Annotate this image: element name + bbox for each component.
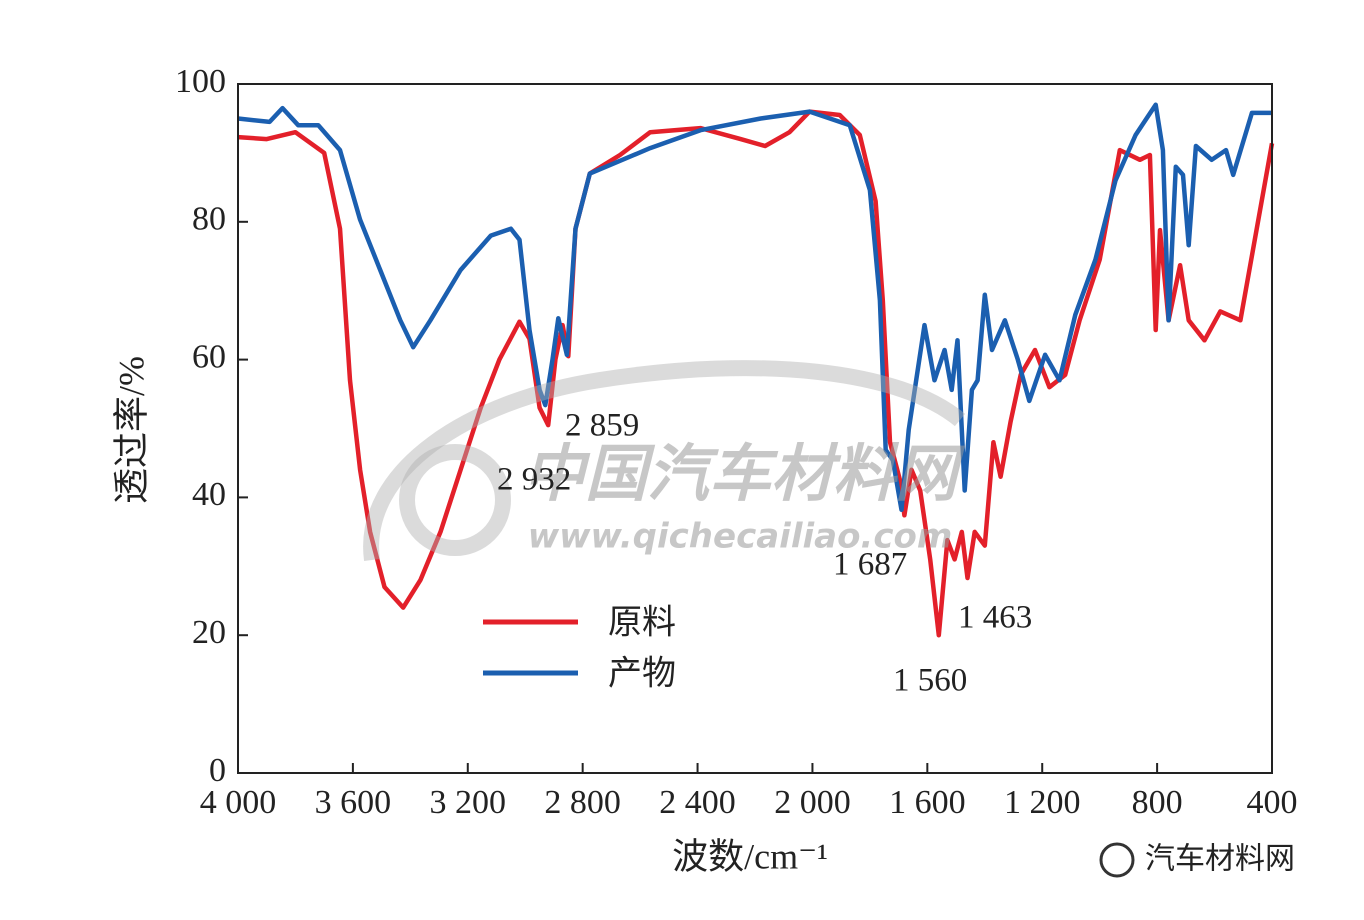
x-tick-label: 2 800 (544, 784, 621, 821)
x-axis-label: 波数/cm⁻¹ (672, 836, 828, 876)
plot-frame (237, 83, 1273, 774)
y-tick-label: 20 (192, 614, 226, 651)
legend-label: 产物 (608, 654, 676, 694)
y-tick-label: 80 (192, 201, 226, 238)
series-line (237, 102, 1272, 513)
annotation: 2 932 (497, 462, 571, 498)
y-axis-label: 透过率/% (111, 356, 151, 504)
footer-text: 汽车材料网 (1145, 842, 1295, 877)
annotation: 1 560 (893, 663, 967, 699)
x-tick-label: 400 (1247, 784, 1298, 821)
x-tick-label: 2 400 (659, 784, 736, 821)
watermark-title: 中国汽车材料网 (523, 437, 966, 510)
y-tick-label: 0 (209, 752, 226, 789)
x-tick-label: 800 (1132, 784, 1183, 821)
x-tick-label: 4 000 (200, 784, 277, 821)
annotation: 2 859 (565, 408, 639, 444)
footer-icon (1099, 842, 1135, 878)
x-tick-label: 1 600 (889, 784, 966, 821)
plot-area (237, 102, 1275, 638)
watermark-logo (399, 444, 511, 556)
x-tick-label: 3 600 (315, 784, 392, 821)
y-tick-label: 40 (192, 476, 226, 513)
legend-label: 原料 (608, 603, 676, 643)
annotation: 1 463 (958, 600, 1032, 636)
watermark-url: www.qichecailiao.com (528, 517, 953, 557)
x-tick-label: 1 200 (1004, 784, 1081, 821)
y-tick-label: 100 (175, 63, 226, 100)
x-tick-label: 3 200 (430, 784, 507, 821)
watermark-swoosh (363, 360, 966, 562)
y-tick-label: 60 (192, 338, 226, 375)
x-tick-label: 2 000 (774, 784, 851, 821)
annotation: 1 687 (833, 547, 907, 583)
